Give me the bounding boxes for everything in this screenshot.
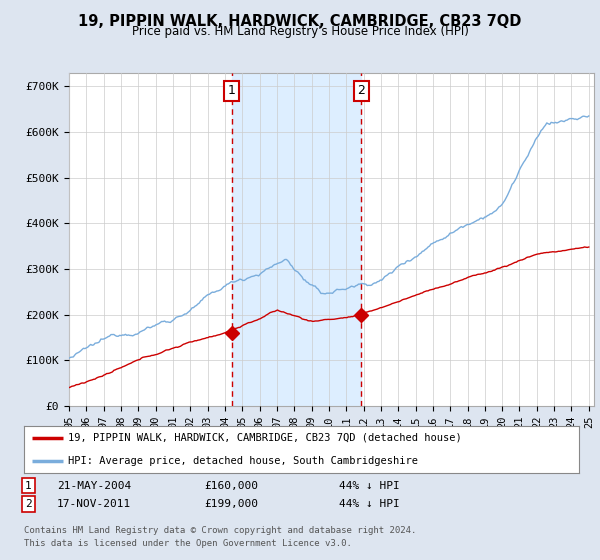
Text: 19, PIPPIN WALK, HARDWICK, CAMBRIDGE, CB23 7QD (detached house): 19, PIPPIN WALK, HARDWICK, CAMBRIDGE, CB…	[68, 432, 462, 442]
Text: Price paid vs. HM Land Registry's House Price Index (HPI): Price paid vs. HM Land Registry's House …	[131, 25, 469, 38]
Text: £160,000: £160,000	[204, 480, 258, 491]
Text: This data is licensed under the Open Government Licence v3.0.: This data is licensed under the Open Gov…	[24, 539, 352, 548]
Text: £199,000: £199,000	[204, 499, 258, 509]
Text: Contains HM Land Registry data © Crown copyright and database right 2024.: Contains HM Land Registry data © Crown c…	[24, 526, 416, 535]
Text: HPI: Average price, detached house, South Cambridgeshire: HPI: Average price, detached house, Sout…	[68, 456, 418, 466]
Text: 2: 2	[358, 85, 365, 97]
Text: 1: 1	[227, 85, 235, 97]
Text: 19, PIPPIN WALK, HARDWICK, CAMBRIDGE, CB23 7QD: 19, PIPPIN WALK, HARDWICK, CAMBRIDGE, CB…	[79, 14, 521, 29]
Text: 44% ↓ HPI: 44% ↓ HPI	[339, 480, 400, 491]
Text: 1: 1	[25, 480, 32, 491]
Text: 44% ↓ HPI: 44% ↓ HPI	[339, 499, 400, 509]
Text: 21-MAY-2004: 21-MAY-2004	[57, 480, 131, 491]
Bar	[232, 73, 361, 406]
Text: 2: 2	[25, 499, 32, 509]
Text: 17-NOV-2011: 17-NOV-2011	[57, 499, 131, 509]
